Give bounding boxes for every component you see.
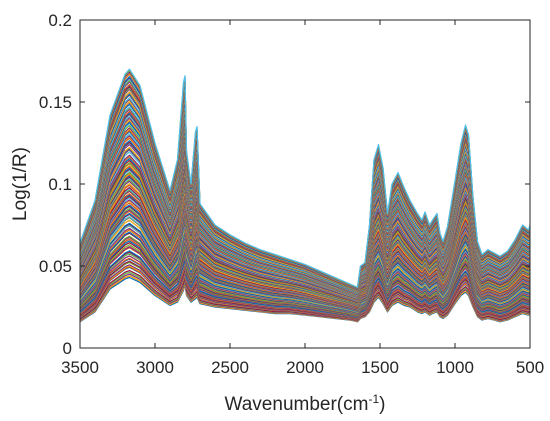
x-axis-title-superscript: -1 [368, 392, 379, 406]
y-tick-label: 0.05 [39, 257, 72, 276]
x-tick-label: 3500 [61, 358, 99, 377]
y-tick-label: 0.1 [48, 175, 72, 194]
x-axis-title-main: Wavenumber(cm [225, 394, 369, 415]
x-tick-label: 1500 [361, 358, 399, 377]
x-tick-label: 2000 [286, 358, 324, 377]
y-tick-label: 0.15 [39, 93, 72, 112]
y-tick-label: 0 [63, 339, 72, 358]
x-axis-title-suffix: ) [379, 394, 385, 415]
y-axis-title: Log(1/R) [10, 147, 31, 221]
tick-layer: 3500 3000 2500 2000 1500 1000 500 0 0.05 0.1 0.15 0… [39, 11, 544, 377]
x-axis-title: Wavenumber(cm-1) [225, 392, 386, 415]
x-tick-label: 3000 [136, 358, 174, 377]
y-tick-label: 0.2 [48, 11, 72, 30]
spectrum-line [79, 68, 531, 288]
x-tick-label: 1000 [436, 358, 474, 377]
series-layer [79, 68, 531, 323]
x-tick-label: 2500 [211, 358, 249, 377]
x-tick-label: 500 [516, 358, 544, 377]
